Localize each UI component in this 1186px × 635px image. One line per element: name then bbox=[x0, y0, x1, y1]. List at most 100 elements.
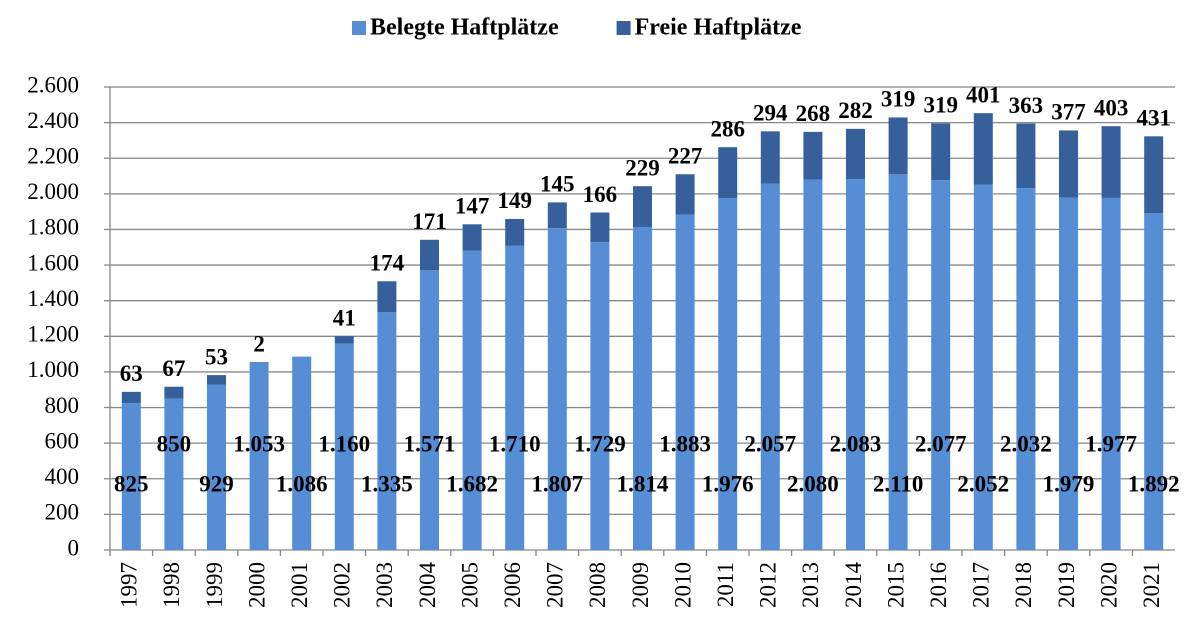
value-label: 2.110 bbox=[873, 471, 923, 496]
bar-segment bbox=[718, 198, 738, 550]
x-tick-label: 2006 bbox=[500, 562, 525, 608]
x-tick-label: 2002 bbox=[330, 562, 355, 608]
bar-segment bbox=[505, 218, 525, 246]
value-label: 363 bbox=[1009, 93, 1044, 118]
value-label: 2 bbox=[253, 331, 265, 356]
value-label: 377 bbox=[1051, 100, 1086, 125]
value-label: 145 bbox=[540, 172, 575, 197]
value-label: 1.571 bbox=[404, 431, 456, 456]
x-tick-label: 2010 bbox=[670, 562, 695, 608]
value-label: 41 bbox=[333, 305, 356, 330]
value-label: 1.814 bbox=[617, 471, 669, 496]
value-label: 1.086 bbox=[276, 471, 328, 496]
bar-segment bbox=[590, 242, 610, 551]
bar-segment bbox=[846, 128, 865, 180]
bar-segment bbox=[973, 184, 993, 550]
x-tick-label: 2019 bbox=[1054, 562, 1079, 608]
value-label: 229 bbox=[625, 155, 660, 180]
value-label: 2.080 bbox=[787, 471, 839, 496]
bar-segment bbox=[803, 131, 823, 180]
bar-segment bbox=[760, 183, 780, 550]
y-tick-label: 1.000 bbox=[27, 357, 79, 382]
bar-segment bbox=[1144, 136, 1164, 214]
bar-segment bbox=[846, 179, 865, 550]
bar-segment bbox=[803, 179, 823, 550]
x-tick-label: 2000 bbox=[244, 562, 269, 608]
x-tick-label: 2012 bbox=[756, 562, 781, 608]
value-label: 268 bbox=[796, 101, 831, 126]
bar-segment bbox=[121, 403, 141, 550]
value-label: 227 bbox=[668, 144, 703, 169]
x-tick-label: 2007 bbox=[543, 562, 568, 608]
value-label: 2.083 bbox=[830, 431, 882, 456]
x-tick-label: 2011 bbox=[713, 562, 738, 607]
value-label: 850 bbox=[157, 431, 192, 456]
value-label: 401 bbox=[966, 82, 1001, 107]
value-label: 174 bbox=[370, 251, 405, 276]
legend-swatch bbox=[616, 21, 631, 35]
bar-segment bbox=[675, 214, 695, 550]
value-label: 929 bbox=[199, 471, 234, 496]
bar-segment bbox=[462, 250, 482, 550]
x-tick-label: 1998 bbox=[159, 562, 184, 608]
x-tick-label: 2009 bbox=[628, 562, 653, 608]
value-label: 166 bbox=[583, 182, 618, 207]
bar-segment bbox=[1016, 123, 1036, 189]
y-tick-label: 0 bbox=[68, 535, 80, 560]
value-label: 294 bbox=[753, 101, 788, 126]
value-label: 1.979 bbox=[1043, 471, 1095, 496]
bar-segment bbox=[207, 384, 226, 550]
x-tick-label: 2017 bbox=[969, 562, 994, 608]
y-tick-label: 2.000 bbox=[27, 179, 79, 204]
value-label: 319 bbox=[881, 87, 916, 112]
value-label: 825 bbox=[114, 471, 149, 496]
bar-segment bbox=[334, 343, 354, 550]
bar-segment bbox=[164, 398, 184, 550]
y-tick-label: 1.400 bbox=[27, 286, 79, 311]
bar-segment bbox=[590, 212, 610, 243]
bar-segment bbox=[1059, 197, 1078, 551]
bar-segment bbox=[420, 239, 439, 271]
x-tick-label: 2021 bbox=[1139, 562, 1164, 608]
value-label: 1.883 bbox=[659, 431, 711, 456]
value-label: 282 bbox=[838, 98, 873, 123]
bar-segment bbox=[931, 180, 951, 551]
value-label: 149 bbox=[497, 188, 532, 213]
x-tick-label: 2016 bbox=[926, 562, 951, 608]
value-label: 1.976 bbox=[702, 471, 754, 496]
value-label: 63 bbox=[120, 361, 143, 386]
bar-segment bbox=[249, 362, 269, 550]
y-tick-label: 600 bbox=[45, 428, 80, 453]
y-tick-label: 2.600 bbox=[27, 72, 79, 97]
x-tick-label: 2014 bbox=[841, 562, 866, 609]
bar-segment bbox=[1059, 130, 1078, 198]
value-label: 286 bbox=[710, 116, 745, 141]
x-tick-label: 2001 bbox=[287, 562, 312, 608]
bar-segment bbox=[377, 281, 397, 313]
bar-segment bbox=[888, 174, 908, 550]
bar-segment bbox=[973, 113, 993, 185]
value-label: 1.335 bbox=[361, 471, 413, 496]
bar-segment bbox=[718, 147, 738, 199]
bar-segment bbox=[931, 123, 951, 181]
value-label: 2.077 bbox=[915, 431, 967, 456]
x-tick-label: 2020 bbox=[1096, 562, 1121, 608]
bar-segment bbox=[121, 391, 141, 404]
x-tick-label: 1997 bbox=[117, 562, 142, 608]
bar-segment bbox=[334, 336, 354, 344]
bar-segment bbox=[633, 186, 652, 227]
y-tick-label: 200 bbox=[45, 500, 80, 525]
value-label: 67 bbox=[162, 356, 185, 381]
legend-label: Belegte Haftplätze bbox=[370, 15, 559, 41]
x-tick-label: 2018 bbox=[1011, 562, 1036, 608]
bar-segment bbox=[1016, 188, 1036, 550]
bar-segment bbox=[760, 131, 780, 184]
value-label: 1.160 bbox=[318, 431, 370, 456]
bar-segment bbox=[462, 224, 482, 251]
value-label: 1.892 bbox=[1128, 471, 1180, 496]
bar-segment bbox=[1101, 126, 1121, 198]
value-label: 1.053 bbox=[233, 431, 285, 456]
legend-swatch bbox=[352, 21, 366, 35]
value-label: 171 bbox=[412, 209, 447, 234]
